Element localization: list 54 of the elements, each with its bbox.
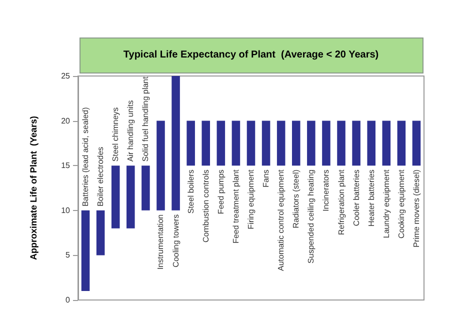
x-tick-label: Batteries (lead acid, sealed)	[81, 106, 90, 206]
bar	[142, 166, 150, 210]
x-tick-label: Instrumentation	[156, 214, 166, 270]
bar	[382, 120, 391, 166]
bar	[292, 120, 300, 166]
x-tick-label: Combustion controls	[201, 170, 210, 243]
y-tick-label: 20	[61, 116, 71, 126]
x-tick-label: Heater batteries	[366, 170, 376, 227]
bar	[126, 166, 135, 228]
bar	[307, 120, 316, 166]
y-axis-title: Approximate Life of Plant (Years)	[28, 116, 38, 260]
x-tick-label: Refrigeration plant	[336, 168, 346, 235]
x-tick-label: Feed pumps	[216, 170, 226, 214]
x-tick-label: Suspended ceiling heating	[306, 170, 316, 264]
x-tick-label: Automatic control equipment	[276, 168, 286, 271]
x-tick-label: Feed treatment plant	[231, 168, 240, 244]
chart-title: Typical Life Expectancy of Plant (Average < 20 Years)	[123, 50, 379, 60]
x-tick-label: Fans	[262, 170, 271, 188]
x-tick-label: Cooling towers	[171, 214, 180, 268]
bar	[397, 120, 406, 166]
x-tick-label: Boiler electrodes	[96, 146, 106, 206]
bar	[352, 120, 360, 166]
x-tick-label: Laundry equipment	[382, 168, 391, 238]
x-tick-label: Steel chimneys	[111, 107, 120, 162]
bar	[202, 120, 210, 166]
x-tick-label: Air handling units	[126, 100, 136, 162]
bar	[186, 120, 195, 166]
bar	[111, 166, 120, 228]
bar	[172, 76, 180, 210]
y-tick-label: 25	[61, 72, 71, 80]
x-tick-label: Cooking equipment	[396, 168, 406, 239]
bar	[246, 120, 256, 166]
bar	[81, 210, 90, 292]
bar	[156, 120, 165, 210]
y-tick-label: 5	[66, 250, 71, 260]
x-tick-label: Solid fuel handling plant	[141, 76, 150, 162]
bar	[96, 210, 105, 256]
bar	[367, 120, 376, 166]
bar	[337, 120, 346, 166]
bar	[216, 120, 226, 166]
x-tick-label: Prime movers (diesel)	[412, 169, 421, 248]
bar	[276, 120, 286, 166]
y-tick-label: 0	[66, 296, 71, 304]
x-tick-label: Firing equipment	[246, 168, 256, 230]
bar	[412, 120, 421, 166]
x-tick-label: Incinerators	[322, 170, 331, 212]
bar	[262, 120, 270, 166]
x-tick-label: Steel boilers	[186, 170, 196, 214]
bar	[232, 120, 240, 166]
y-tick-label: 15	[61, 161, 71, 170]
x-tick-label: Cooler batteries	[352, 170, 361, 226]
y-tick-label: 10	[61, 206, 71, 215]
bar	[322, 120, 330, 166]
x-tick-label: Radiators (steel)	[292, 169, 301, 228]
